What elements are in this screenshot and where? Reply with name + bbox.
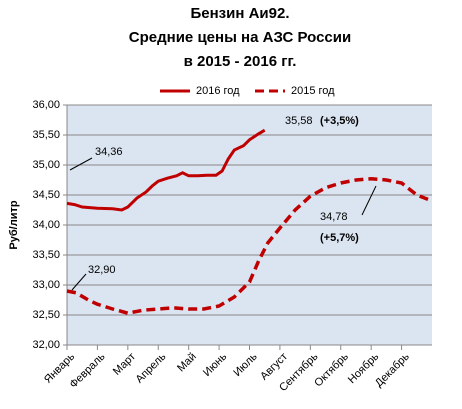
y-tick-label: 36,00 xyxy=(32,99,60,111)
x-tick-label: Апрель xyxy=(134,351,169,386)
series-line xyxy=(66,128,266,212)
y-tick-label: 33,50 xyxy=(32,249,60,261)
chart-title: Средние цены на АЗС России xyxy=(129,29,351,46)
y-tick-label: 34,00 xyxy=(32,219,60,231)
x-tick-label: Май xyxy=(175,351,199,375)
y-axis-title: Руб/литр xyxy=(8,200,20,249)
annotation: 35,58 xyxy=(285,115,313,127)
annotation: 32,90 xyxy=(88,264,116,276)
leader-line xyxy=(361,185,377,216)
leader-line xyxy=(71,273,87,291)
x-tick-label: Октябрь xyxy=(312,351,351,390)
annotation: (+5,7%) xyxy=(320,232,359,244)
y-tick-label: 34,50 xyxy=(32,189,60,201)
x-tick-label: Декабрь xyxy=(373,351,412,390)
y-tick-label: 35,00 xyxy=(32,159,60,171)
annotation: 34,78 xyxy=(320,211,348,223)
y-tick-label: 33,00 xyxy=(32,279,60,291)
y-tick-label: 32,50 xyxy=(32,309,60,321)
legend-label: 2015 год xyxy=(291,85,335,97)
chart-title: в 2015 - 2016 гг. xyxy=(184,53,297,70)
annotation: (+3,5%) xyxy=(320,115,359,127)
y-tick-label: 32,00 xyxy=(32,339,60,351)
y-tick-label: 35,50 xyxy=(32,129,60,141)
annotation: 34,36 xyxy=(95,146,123,158)
legend-label: 2016 год xyxy=(196,85,240,97)
x-tick-label: Июль xyxy=(231,351,260,380)
leader-line xyxy=(69,157,93,171)
chart-title: Бензин Аи92. xyxy=(191,5,290,22)
x-tick-label: Март xyxy=(111,351,138,378)
x-tick-label: Июнь xyxy=(201,351,229,379)
series-line xyxy=(66,177,433,315)
